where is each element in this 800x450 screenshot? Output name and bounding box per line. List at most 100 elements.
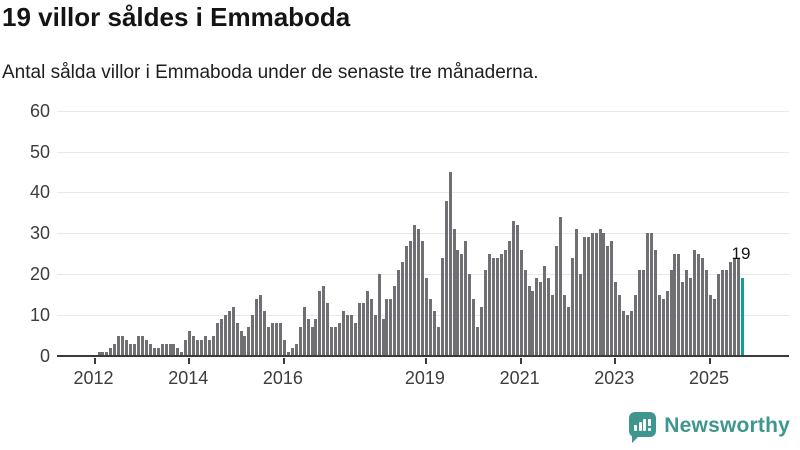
logo-exclamation-bar (647, 418, 651, 426)
x-axis-tick-label: 2012 (73, 368, 114, 388)
bar (298, 327, 302, 356)
bar (231, 306, 235, 356)
bar (290, 347, 294, 356)
y-axis-tick-label: 10 (29, 305, 50, 326)
bar (255, 298, 259, 356)
bar (346, 315, 350, 356)
bar (204, 335, 207, 356)
bar (424, 278, 428, 356)
x-axis-line (57, 355, 789, 357)
bar (342, 311, 346, 356)
bar (172, 343, 176, 356)
logo-bar-3 (643, 418, 647, 431)
bar (606, 245, 610, 356)
y-axis-tick-label: 30 (29, 223, 50, 244)
bar (117, 335, 121, 356)
bar (144, 339, 148, 356)
x-axis-tick (519, 358, 522, 364)
newsworthy-logo-icon (629, 411, 657, 443)
bar (133, 343, 136, 356)
bar (314, 319, 318, 356)
x-axis-tick-label: 2021 (499, 368, 540, 388)
bar (468, 274, 472, 356)
bar (488, 253, 492, 356)
bar (637, 270, 641, 356)
bar (361, 302, 365, 356)
bar (409, 241, 413, 356)
bar (480, 306, 484, 356)
bar (610, 241, 614, 356)
bar (377, 274, 381, 356)
bar (661, 298, 665, 356)
bar (630, 311, 634, 356)
bar (373, 315, 377, 356)
bar (125, 339, 129, 356)
bar (732, 257, 736, 356)
bar (728, 261, 732, 356)
bar (393, 286, 397, 356)
bar (448, 171, 452, 356)
y-axis-tick-label: 40 (29, 182, 50, 203)
bar (716, 274, 720, 356)
bar (736, 257, 740, 356)
bar (259, 294, 263, 356)
bar (531, 290, 535, 356)
x-axis-tick (424, 358, 427, 364)
bar (318, 290, 322, 356)
bar (622, 311, 626, 356)
bar (428, 298, 432, 356)
x-axis-tick-label: 2019 (404, 368, 445, 388)
bar (582, 237, 586, 356)
bar (539, 282, 543, 356)
bar (310, 327, 314, 356)
bar (515, 225, 519, 356)
bar (708, 294, 712, 356)
bar (101, 351, 105, 356)
bar (653, 249, 657, 356)
bar (452, 229, 456, 356)
bar (389, 298, 393, 356)
y-axis-tick-label: 50 (29, 141, 50, 162)
bar (326, 302, 330, 356)
bar (472, 298, 476, 356)
y-axis-tick-label: 20 (29, 264, 50, 285)
bar (105, 351, 109, 356)
bar (353, 323, 357, 356)
y-gridline (57, 233, 789, 235)
bar (211, 335, 215, 356)
bar (598, 229, 602, 356)
bar (235, 323, 239, 356)
last-value-label: 19 (731, 244, 751, 264)
bar (626, 315, 630, 356)
bar (278, 323, 282, 356)
bar (413, 225, 417, 356)
bar (294, 343, 298, 356)
logo-exclamation-dot (647, 427, 651, 431)
bar (594, 233, 598, 356)
bar (436, 327, 440, 356)
bar (673, 253, 677, 356)
bar (665, 290, 669, 356)
bar (677, 253, 681, 356)
bar (97, 351, 101, 356)
bar (369, 298, 373, 356)
bar (614, 282, 618, 356)
logo-bar-2 (638, 421, 642, 431)
bar (689, 278, 693, 356)
bar (543, 266, 547, 356)
bar (129, 343, 133, 356)
bar (440, 257, 444, 356)
bar (578, 274, 582, 356)
x-axis-tick (614, 358, 617, 364)
bar (381, 319, 385, 356)
bar (330, 327, 334, 356)
bar (192, 335, 196, 356)
x-axis-tick (708, 358, 711, 364)
bar (156, 347, 160, 356)
bar (444, 200, 448, 356)
x-axis-tick-label: 2016 (262, 368, 303, 388)
bar (547, 278, 551, 356)
bar (535, 278, 539, 356)
highlighted-bar (740, 278, 744, 356)
logo-bar-1 (634, 424, 638, 431)
